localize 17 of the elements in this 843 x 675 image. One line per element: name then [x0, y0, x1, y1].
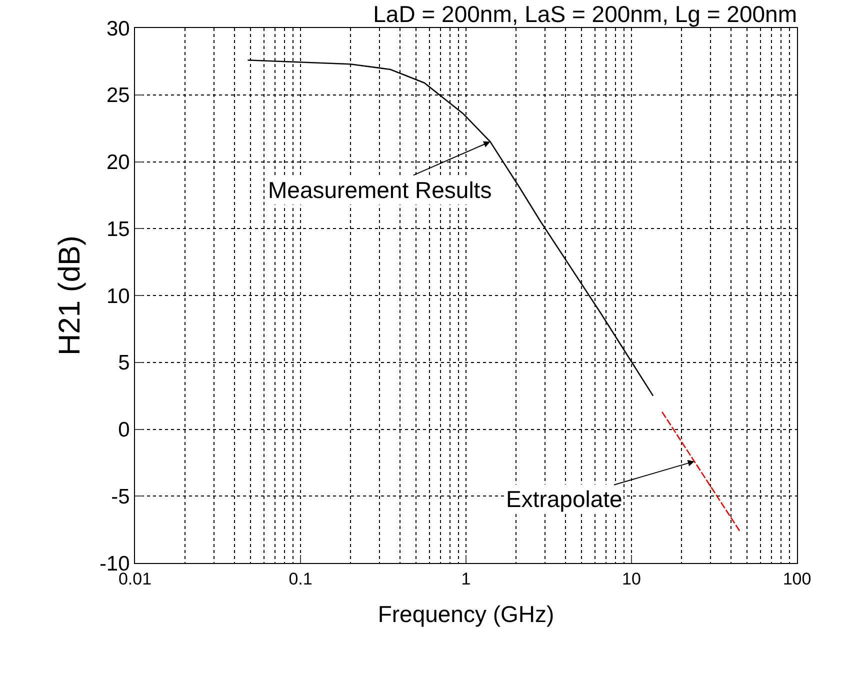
- annotation: Measurement Results: [268, 177, 492, 203]
- y-tick-label: 15: [106, 218, 130, 241]
- x-axis-title: Frequency (GHz): [378, 601, 554, 627]
- chart-title: LaD = 200nm, LaS = 200nm, Lg = 200nm: [373, 1, 797, 28]
- y-tick-label: 5: [118, 352, 130, 375]
- y-axis-title: H21 (dB): [53, 235, 86, 356]
- x-tick-label: 1: [461, 569, 471, 588]
- y-tick-label: 20: [106, 151, 130, 174]
- y-tick-label: 30: [106, 17, 130, 40]
- x-tick-label: 0.1: [288, 569, 312, 588]
- x-tick-label: 10: [622, 569, 641, 588]
- y-tick-label: 10: [106, 284, 130, 308]
- y-tick-label: 25: [106, 84, 130, 108]
- annotation: Extrapolate: [506, 486, 622, 512]
- x-tick-label: 100: [782, 569, 812, 588]
- y-tick-label: 0: [118, 418, 130, 442]
- y-tick-label: -5: [111, 485, 130, 508]
